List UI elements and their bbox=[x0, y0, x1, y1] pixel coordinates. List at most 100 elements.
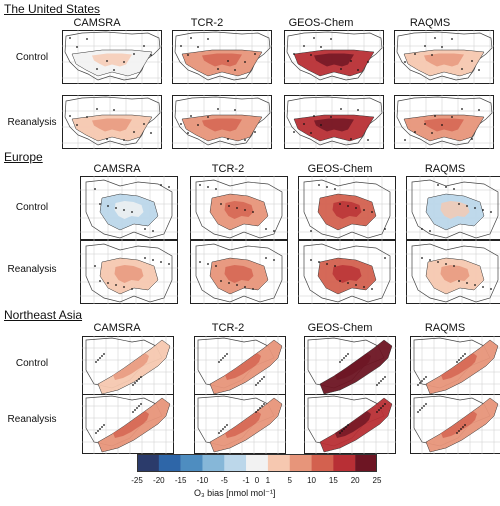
map-station-marker bbox=[197, 124, 199, 126]
map-station-marker bbox=[425, 376, 427, 378]
row-label-eu-control: Control bbox=[15, 202, 49, 213]
map-station-marker bbox=[371, 211, 373, 213]
map-panel bbox=[298, 240, 396, 304]
map-station-marker bbox=[471, 60, 473, 62]
col-head-eu-3: RAQMS bbox=[424, 163, 466, 175]
map-station-marker bbox=[220, 280, 222, 282]
map-bias-core bbox=[441, 353, 477, 380]
map-station-marker bbox=[466, 282, 468, 284]
map-station-marker bbox=[96, 108, 98, 110]
map-station-marker bbox=[471, 138, 473, 140]
map-station-marker bbox=[367, 139, 369, 141]
map-coastline bbox=[85, 179, 173, 239]
map-station-marker bbox=[429, 230, 431, 232]
colorbar-swatch bbox=[158, 454, 181, 472]
map-station-marker bbox=[115, 207, 117, 209]
map-station-marker bbox=[227, 60, 229, 62]
map-bias-core bbox=[113, 411, 149, 438]
map-station-marker bbox=[234, 109, 236, 111]
map-coastline bbox=[286, 96, 383, 146]
map-station-marker bbox=[261, 405, 263, 407]
map-station-marker bbox=[94, 265, 96, 267]
col-head-eu-1: TCR-2 bbox=[211, 163, 245, 175]
colorbar-tick-label: 15 bbox=[328, 476, 338, 485]
map-station-marker bbox=[382, 405, 384, 407]
map-station-marker bbox=[207, 186, 209, 188]
map-station-marker bbox=[96, 68, 98, 70]
colorbar-swatches bbox=[137, 454, 378, 472]
map-station-marker bbox=[107, 205, 109, 207]
map-station-marker bbox=[138, 405, 140, 407]
map-station-marker bbox=[341, 430, 343, 432]
map-station-marker bbox=[424, 45, 426, 47]
colorbar-tick-label: 10 bbox=[307, 476, 316, 485]
colorbar-tick-label: -10 bbox=[196, 476, 209, 485]
map-station-marker bbox=[434, 115, 436, 117]
map-panel bbox=[394, 30, 494, 84]
map-station-marker bbox=[222, 428, 224, 430]
map-station-marker bbox=[419, 409, 421, 411]
map-station-marker bbox=[99, 280, 101, 282]
map-bias-core bbox=[114, 265, 144, 283]
map-station-marker bbox=[263, 376, 265, 378]
colorbar-tick-label: 0 bbox=[254, 476, 260, 485]
map-station-marker bbox=[441, 46, 443, 48]
map-panel bbox=[80, 176, 178, 240]
map-station-marker bbox=[218, 432, 220, 434]
map-station-marker bbox=[234, 69, 236, 71]
map-station-marker bbox=[265, 228, 267, 230]
map-station-marker bbox=[350, 60, 352, 62]
map-station-marker bbox=[310, 230, 312, 232]
row-label-asia-control: Control bbox=[15, 358, 49, 369]
map-station-marker bbox=[425, 403, 427, 405]
map-panel bbox=[82, 394, 174, 454]
map-panel bbox=[284, 30, 384, 84]
colorbar-tick-label: 1 bbox=[265, 476, 271, 485]
map-station-marker bbox=[103, 353, 105, 355]
colorbar-swatch bbox=[202, 454, 225, 472]
map-station-marker bbox=[187, 132, 189, 134]
colorbar-tick-label: -5 bbox=[220, 476, 228, 485]
map-station-marker bbox=[380, 380, 382, 382]
map-station-marker bbox=[263, 403, 265, 405]
map-station-marker bbox=[293, 53, 295, 55]
map-station-marker bbox=[106, 60, 108, 62]
map-station-marker bbox=[437, 184, 439, 186]
map-panel bbox=[304, 336, 396, 396]
map-station-marker bbox=[207, 38, 209, 40]
map-station-marker bbox=[254, 53, 256, 55]
map-coastline bbox=[303, 179, 391, 239]
map-station-marker bbox=[113, 69, 115, 71]
map-bias-core bbox=[332, 265, 362, 283]
map-station-marker bbox=[226, 353, 228, 355]
map-station-marker bbox=[123, 61, 125, 63]
map-station-marker bbox=[339, 361, 341, 363]
map-station-marker bbox=[134, 409, 136, 411]
map-station-marker bbox=[378, 409, 380, 411]
map-station-marker bbox=[224, 426, 226, 428]
map-bias-core bbox=[225, 353, 261, 380]
map-station-marker bbox=[339, 203, 341, 205]
colorbar-tick-label: -15 bbox=[174, 476, 187, 485]
map-station-marker bbox=[227, 138, 229, 140]
map-station-marker bbox=[382, 378, 384, 380]
map-station-marker bbox=[132, 411, 134, 413]
map-station-marker bbox=[347, 282, 349, 284]
map-panel bbox=[406, 176, 500, 240]
map-station-marker bbox=[350, 138, 352, 140]
section-title-asia: Northeast Asia bbox=[4, 308, 83, 322]
map-station-marker bbox=[330, 116, 332, 118]
map-station-marker bbox=[255, 411, 257, 413]
map-station-marker bbox=[86, 116, 88, 118]
map-bias-core bbox=[224, 201, 254, 219]
section-title-europe: Europe bbox=[4, 150, 43, 164]
map-bias-core bbox=[335, 411, 371, 438]
map-station-marker bbox=[421, 380, 423, 382]
map-station-marker bbox=[244, 286, 246, 288]
map-station-marker bbox=[69, 37, 71, 39]
map-panel bbox=[304, 394, 396, 454]
map-station-marker bbox=[252, 288, 254, 290]
colorbar-tick-label: 5 bbox=[287, 476, 292, 485]
map-station-marker bbox=[95, 432, 97, 434]
map-station-marker bbox=[255, 384, 257, 386]
